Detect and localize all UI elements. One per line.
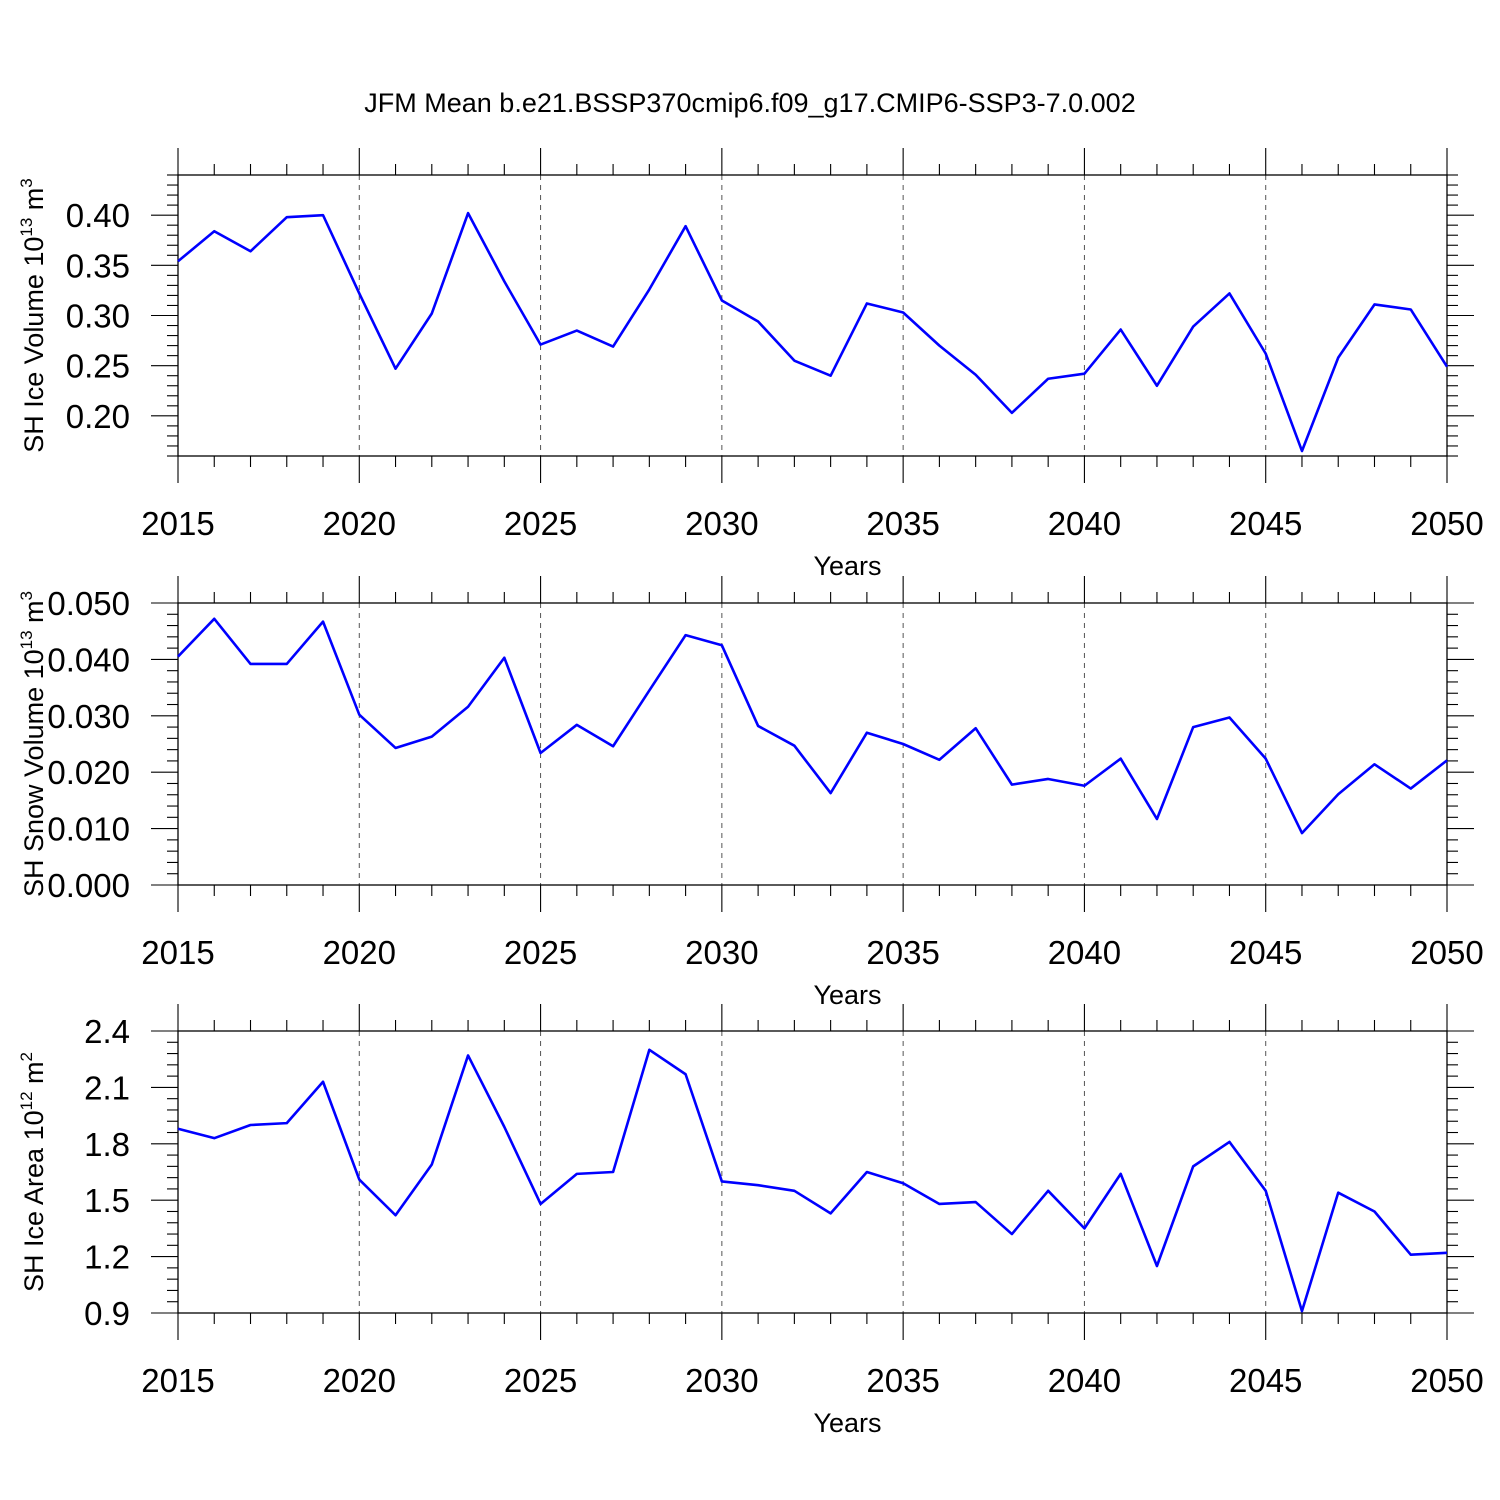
plot-frame (177, 602, 1448, 886)
y-tick-label: 0.40 (66, 197, 130, 234)
x-tick-label: 2035 (866, 1362, 939, 1399)
x-tick-label: 2030 (685, 934, 758, 971)
chart-panel-3: 2015 2020 2025 2030 2035 2040 2045 2050 Years 0.9… (17, 1004, 1484, 1438)
series-line (177, 1048, 1448, 1313)
y-tick-label: 0.050 (47, 585, 130, 622)
x-tick-label: 2025 (504, 1362, 577, 1399)
x-tick-label: 2040 (1048, 1362, 1121, 1399)
x-tick-label: 2050 (1410, 1362, 1483, 1399)
x-tick-label: 2015 (141, 1362, 214, 1399)
x-axis-label: Years (813, 1408, 881, 1438)
x-tick-label: 2050 (1410, 505, 1483, 542)
x-tick-label: 2045 (1229, 1362, 1302, 1399)
x-tick-label: 2045 (1229, 505, 1302, 542)
plot-frame (177, 1030, 1448, 1314)
y-tick-label: 0.20 (66, 398, 130, 435)
x-tick-label: 2035 (866, 505, 939, 542)
y-tick-label: 0.030 (47, 698, 130, 735)
y-tick-label: 2.4 (84, 1013, 130, 1050)
x-tick-label: 2025 (504, 505, 577, 542)
x-tick-label: 2020 (323, 505, 396, 542)
x-tick-label: 2050 (1410, 934, 1483, 971)
x-tick-label: 2015 (141, 505, 214, 542)
y-axis-label: SH Snow Volume 1013 m3 (17, 591, 49, 897)
x-axis-label: Years (813, 551, 881, 581)
y-tick-label: 0.020 (47, 754, 130, 791)
x-tick-label: 2045 (1229, 934, 1302, 971)
y-tick-label: 0.9 (84, 1295, 130, 1332)
y-tick-label: 0.010 (47, 811, 130, 848)
y-axis-label: SH Ice Area 1012 m2 (17, 1052, 49, 1292)
x-tick-label: 2020 (323, 1362, 396, 1399)
y-axis-label: SH Ice Volume 1013 m3 (17, 178, 49, 453)
figure-title: JFM Mean b.e21.BSSP370cmip6.f09_g17.CMIP… (364, 88, 1135, 118)
series-line (177, 617, 1448, 835)
x-tick-label: 2030 (685, 1362, 758, 1399)
y-tick-label: 0.30 (66, 298, 130, 335)
plot-frame (177, 174, 1448, 457)
y-tick-label: 0.35 (66, 247, 130, 284)
chart-panel-1: 2015 2020 2025 2030 2035 2040 2045 2050 Years 0.2… (17, 148, 1484, 581)
x-tick-label: 2025 (504, 934, 577, 971)
y-tick-label: 1.2 (84, 1239, 130, 1276)
y-tick-label: 1.5 (84, 1182, 130, 1219)
series-line (177, 211, 1449, 453)
y-tick-label: 0.040 (47, 641, 130, 678)
x-axis-label: Years (813, 980, 881, 1010)
chart-panel-2: 2015 2020 2025 2030 2035 2040 2045 2050 Years 0.0… (17, 576, 1484, 1010)
y-tick-label: 2.1 (84, 1069, 130, 1106)
x-tick-label: 2030 (685, 505, 758, 542)
y-tick-label: 0.25 (66, 348, 130, 385)
x-tick-label: 2020 (323, 934, 396, 971)
chart-panels: 2015 2020 2025 2030 2035 2040 2045 2050 Years 0.2… (17, 148, 1484, 1438)
y-tick-label: 1.8 (84, 1126, 130, 1163)
y-tick-label: 0.000 (47, 867, 130, 904)
x-tick-label: 2040 (1048, 505, 1121, 542)
x-tick-label: 2035 (866, 934, 939, 971)
x-tick-label: 2015 (141, 934, 214, 971)
x-tick-label: 2040 (1048, 934, 1121, 971)
